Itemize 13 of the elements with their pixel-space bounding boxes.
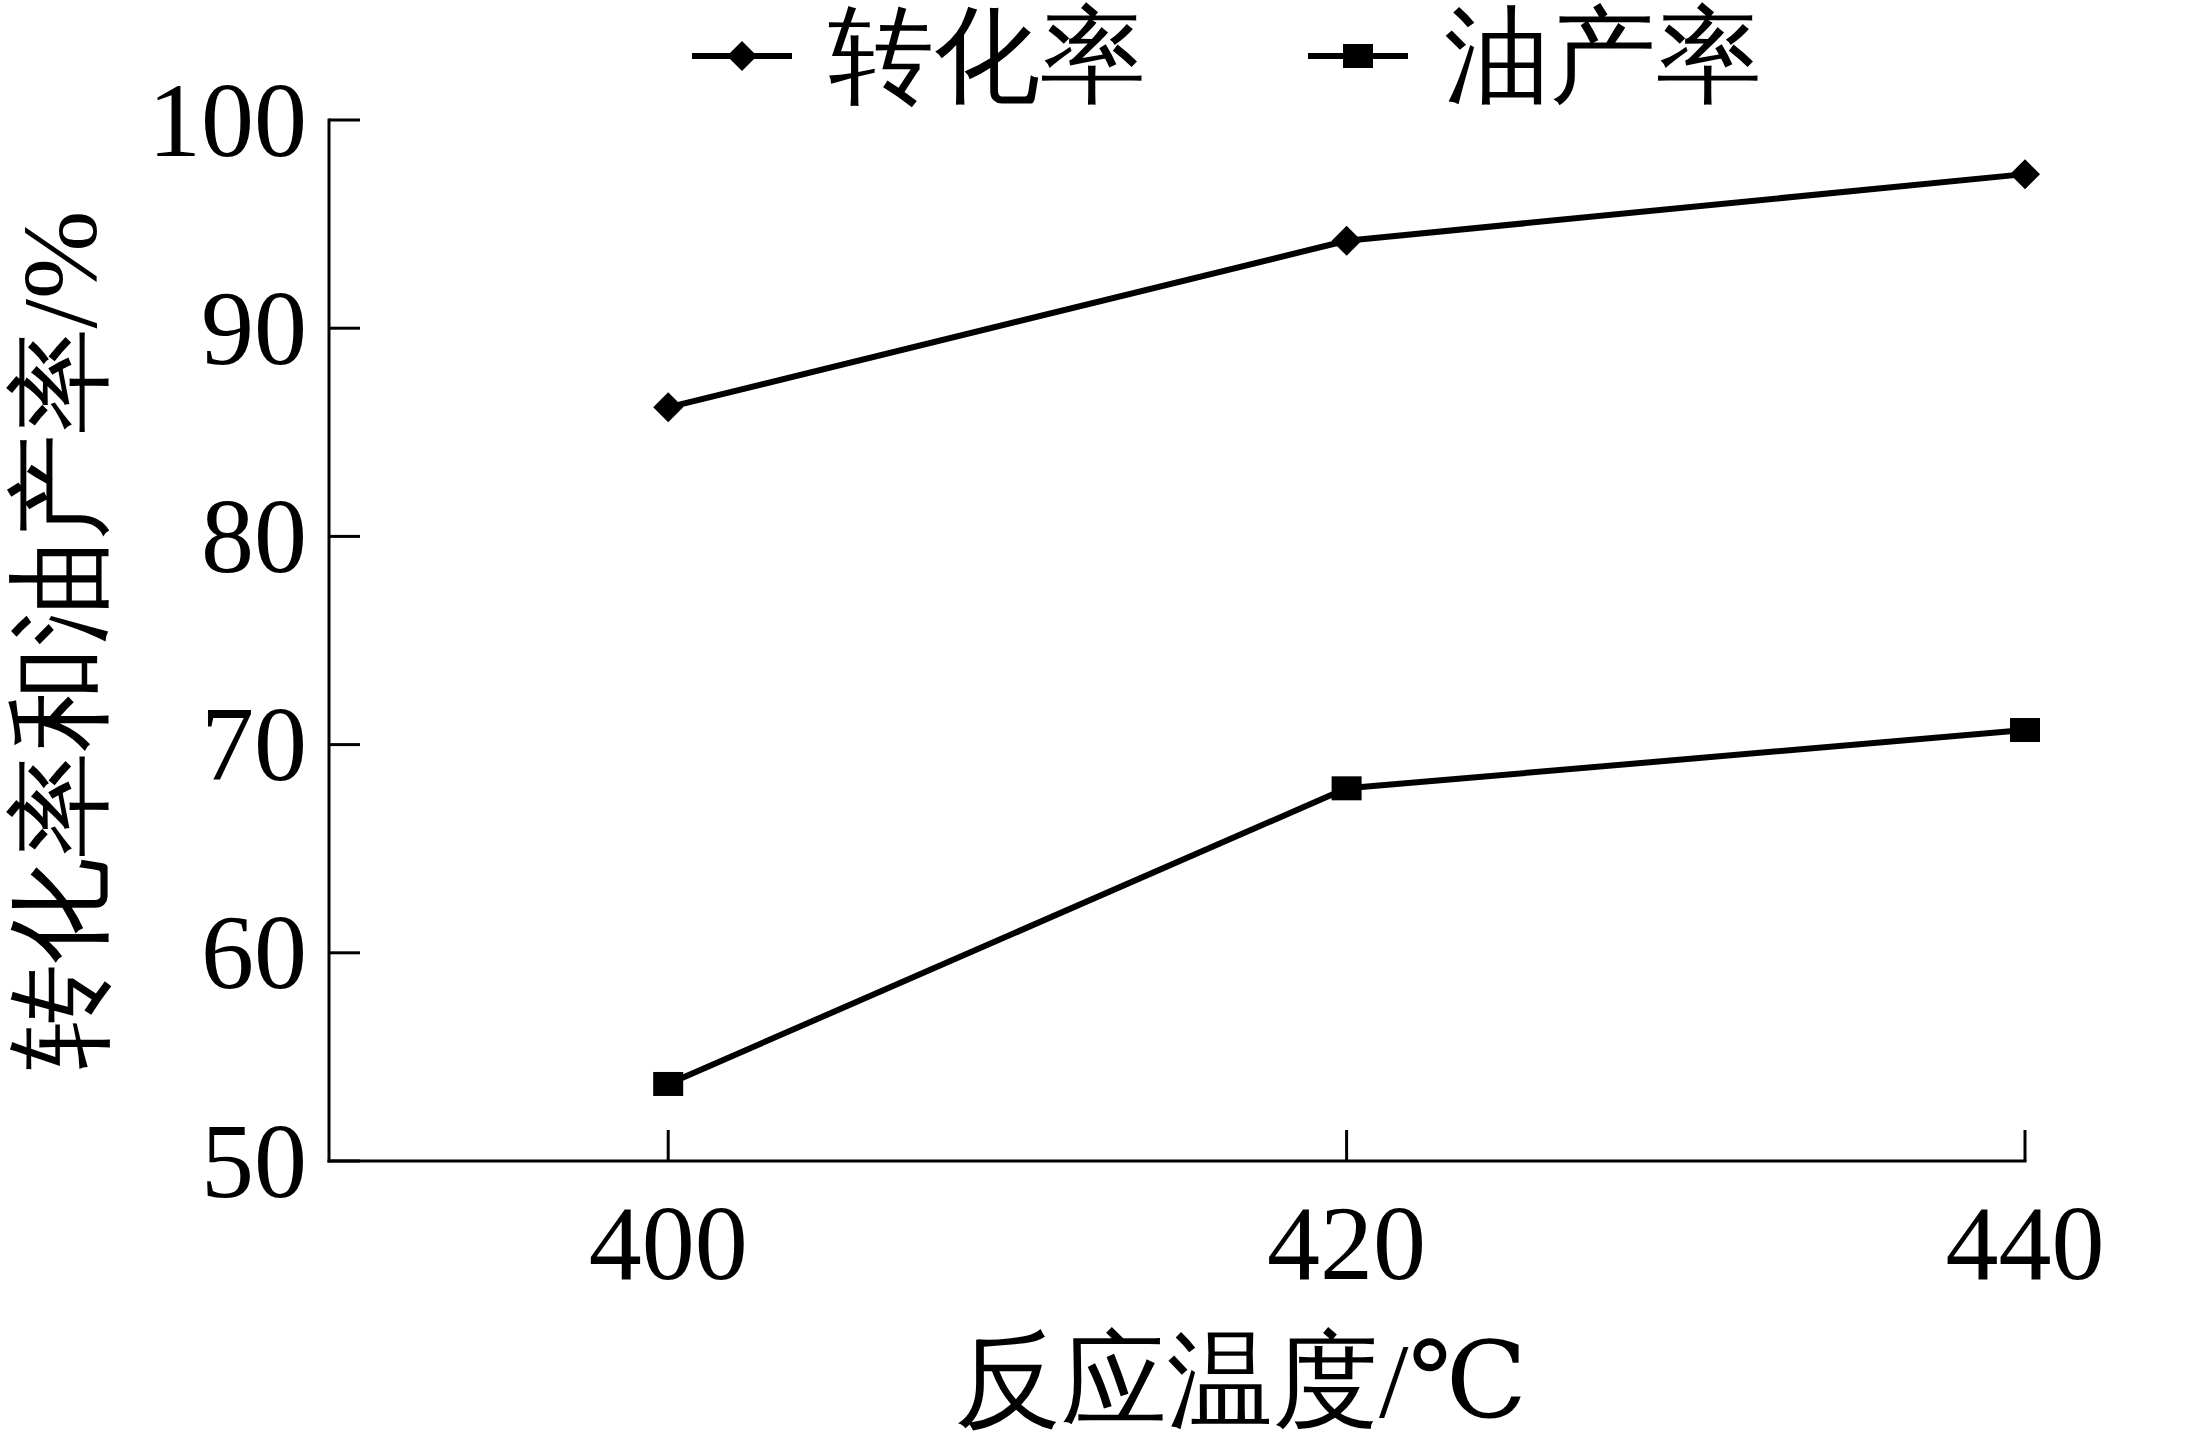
x-tick-label: 420 [1267, 1184, 1427, 1302]
x-axis-title: 反应温度/℃ [954, 1322, 1528, 1440]
y-axis-title: 转化率和油产率/% [1, 210, 119, 1071]
y-tick-label: 60 [201, 894, 307, 1012]
y-tick-label: 50 [201, 1102, 307, 1220]
legend-label: 油产率 [1444, 0, 1762, 115]
legend-label: 转化率 [828, 0, 1146, 115]
x-tick-label: 400 [588, 1184, 748, 1302]
x-tick-label: 440 [1945, 1184, 2105, 1302]
y-tick-label: 100 [148, 61, 307, 179]
y-tick-label: 70 [201, 686, 307, 804]
y-tick-label: 90 [201, 269, 307, 387]
y-tick-label: 80 [201, 477, 307, 595]
